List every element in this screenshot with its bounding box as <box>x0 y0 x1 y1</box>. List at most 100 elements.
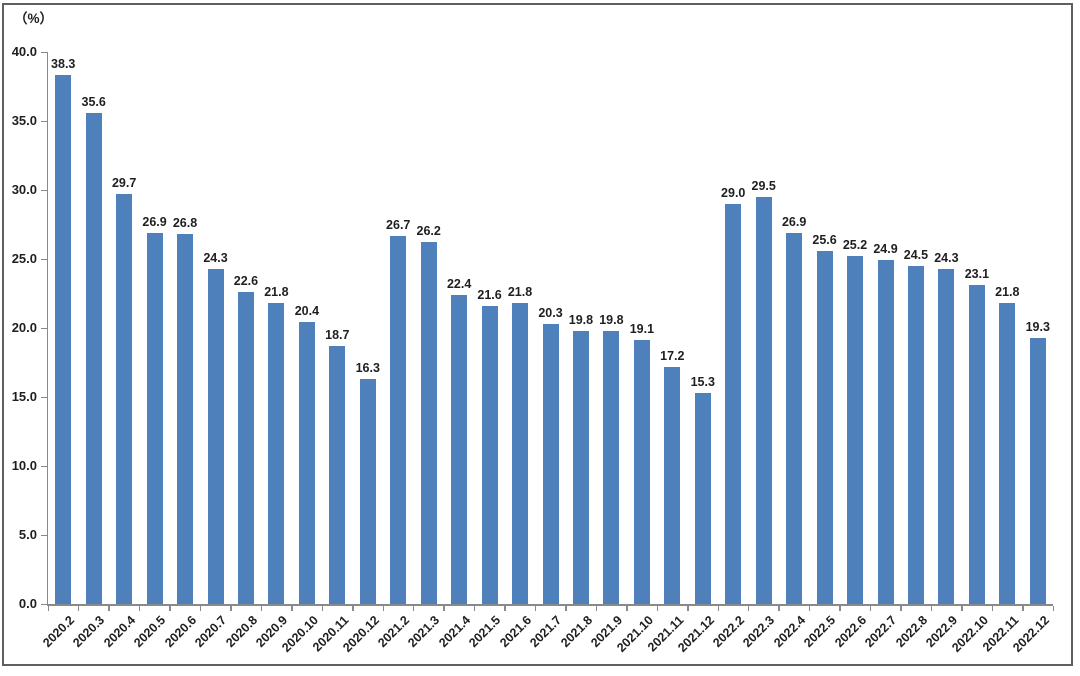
bar-value-label: 24.9 <box>873 242 898 257</box>
y-axis-tick <box>40 189 47 191</box>
bar <box>116 194 133 604</box>
x-axis-tick <box>260 606 263 611</box>
x-axis-tick <box>808 606 811 611</box>
x-axis-tick-label: 2020.3 <box>70 613 108 650</box>
y-axis-tick-label: 20.0 <box>11 320 37 335</box>
bar-value-label: 17.2 <box>660 348 685 363</box>
bar-value-label: 19.8 <box>568 312 594 327</box>
x-axis-tick-label: 2020.8 <box>222 613 260 650</box>
bar-value-label: 15.3 <box>690 374 715 389</box>
bar <box>85 112 102 604</box>
y-axis-tick-label: 10.0 <box>11 458 37 473</box>
bar-value-label: 25.2 <box>842 238 868 253</box>
x-axis-tick-label: 2021.8 <box>557 613 595 650</box>
x-axis-tick <box>778 606 780 611</box>
bar-value-label: 20.4 <box>294 304 320 319</box>
x-axis-tick <box>626 606 628 611</box>
bar <box>237 292 254 604</box>
x-axis-tick <box>687 606 689 611</box>
bar <box>816 250 833 604</box>
bar <box>390 235 407 604</box>
x-axis-tick <box>108 606 110 611</box>
bar <box>146 232 163 604</box>
bar <box>481 305 498 604</box>
bar <box>359 379 376 604</box>
y-axis-tick-label: 35.0 <box>11 113 37 128</box>
bar-value-label: 23.1 <box>964 267 990 282</box>
x-axis-tick <box>504 606 506 611</box>
x-axis-line <box>46 604 1053 606</box>
bar <box>877 260 894 604</box>
x-axis-tick-label: 2020.2 <box>40 613 78 650</box>
x-axis-tick <box>900 606 902 611</box>
bar-value-label: 25.6 <box>812 232 837 247</box>
y-axis-tick <box>40 396 47 398</box>
x-axis-tick <box>138 606 141 611</box>
bar-value-label: 29.7 <box>111 176 137 191</box>
bar-value-label: 18.7 <box>325 327 350 342</box>
x-axis-tick-label: 2020.7 <box>192 613 230 650</box>
y-axis-tick <box>40 327 47 329</box>
bar <box>603 330 620 604</box>
bar-value-label: 19.1 <box>629 322 655 337</box>
bar-value-label: 21.6 <box>477 287 502 302</box>
y-axis-tick-label: 15.0 <box>11 389 37 404</box>
x-axis-tick <box>534 606 537 611</box>
x-axis-tick-label: 2021.5 <box>466 613 504 650</box>
x-axis-tick <box>991 606 994 611</box>
bar <box>847 256 864 604</box>
x-axis-tick-label: 2021.6 <box>497 613 534 650</box>
bar-value-label: 26.9 <box>781 214 807 229</box>
y-axis-tick <box>40 120 47 122</box>
x-axis-tick <box>473 606 476 611</box>
x-axis-tick <box>352 606 354 611</box>
bar-value-label: 35.6 <box>81 94 106 109</box>
y-axis-tick-label: 25.0 <box>11 251 37 266</box>
bar <box>207 268 224 604</box>
bar <box>451 294 468 604</box>
x-axis-tick <box>443 606 445 611</box>
bar <box>725 203 742 604</box>
bar <box>420 242 437 604</box>
bar-value-label: 21.8 <box>995 285 1020 300</box>
x-axis-tick <box>230 606 232 611</box>
y-axis-line <box>46 52 48 606</box>
bar <box>938 268 955 604</box>
bar-value-label: 24.3 <box>203 250 228 265</box>
bar <box>268 303 285 604</box>
bar-value-label: 26.9 <box>142 214 167 229</box>
x-axis-tick <box>869 606 872 611</box>
x-axis-tick-label: 2022.4 <box>771 613 809 650</box>
x-axis-tick-label: 2020.6 <box>162 613 199 650</box>
x-axis-tick <box>1052 606 1054 611</box>
x-axis-tick-label: 2020.5 <box>131 613 169 650</box>
bar <box>786 232 803 604</box>
x-axis-tick-label: 2021.2 <box>375 613 413 650</box>
bar <box>907 265 924 604</box>
x-axis-tick <box>169 606 171 611</box>
bar <box>633 340 650 604</box>
x-axis-tick-label: 2022.3 <box>740 613 778 650</box>
x-axis-tick <box>656 606 659 611</box>
x-axis-tick <box>382 606 384 611</box>
x-axis-tick-label: 2022.6 <box>832 613 869 650</box>
x-axis-tick <box>47 606 49 611</box>
x-axis-tick-label: 2021.7 <box>527 613 565 650</box>
y-axis-tick <box>40 534 47 536</box>
x-axis-tick <box>717 606 719 611</box>
bar <box>55 75 72 604</box>
bar <box>177 234 194 604</box>
bar-value-label: 26.2 <box>416 224 441 239</box>
bar <box>512 303 529 604</box>
bar-value-label: 26.7 <box>386 217 411 232</box>
bar-value-label: 24.3 <box>934 250 959 265</box>
bar-value-label: 21.8 <box>264 285 289 300</box>
x-axis-tick <box>321 606 324 611</box>
x-axis-tick-label: 2022.5 <box>801 613 839 650</box>
x-axis-tick <box>839 606 841 611</box>
bar <box>572 330 589 604</box>
y-axis-tick-label: 0.0 <box>18 596 37 611</box>
x-axis-tick <box>291 606 293 611</box>
y-axis-tick <box>40 603 47 605</box>
